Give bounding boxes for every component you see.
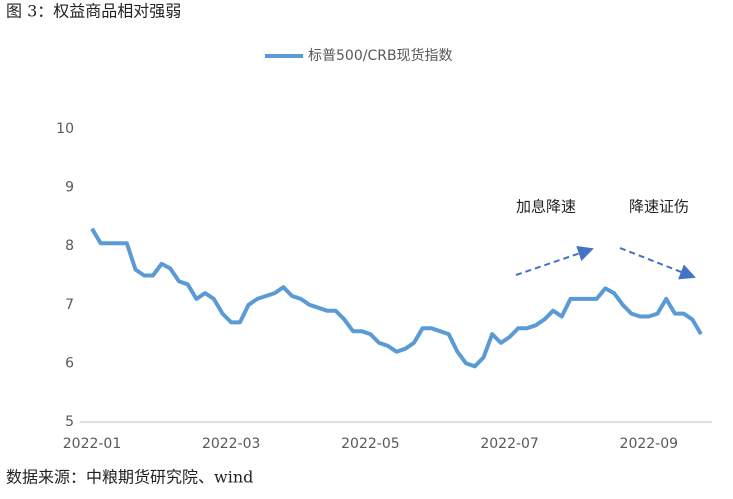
- trend-arrow: [515, 245, 594, 276]
- annotation: 降速证伤: [629, 198, 689, 216]
- y-tick-label: 6: [65, 355, 74, 371]
- legend-label: 标普500/CRB现货指数: [308, 47, 453, 64]
- y-tick-label: 5: [65, 414, 74, 430]
- y-tick-label: 8: [65, 238, 74, 254]
- source-note: 数据来源：中粮期货研究院、wind: [6, 468, 253, 487]
- x-tick-label: 2022-09: [620, 436, 679, 452]
- chart-title: 图 3：权益商品相对强弱: [6, 2, 181, 21]
- y-tick-label: 10: [56, 121, 74, 137]
- x-tick-label: 2022-05: [341, 436, 400, 452]
- x-tick-label: 2022-01: [63, 436, 122, 452]
- annotation: 加息降速: [516, 198, 576, 216]
- y-tick-label: 9: [65, 180, 74, 196]
- x-tick-label: 2022-07: [480, 436, 539, 452]
- x-tick-label: 2022-03: [202, 436, 261, 452]
- y-tick-label: 7: [65, 297, 74, 313]
- data-line: [90, 227, 703, 369]
- trend-arrow: [619, 247, 696, 280]
